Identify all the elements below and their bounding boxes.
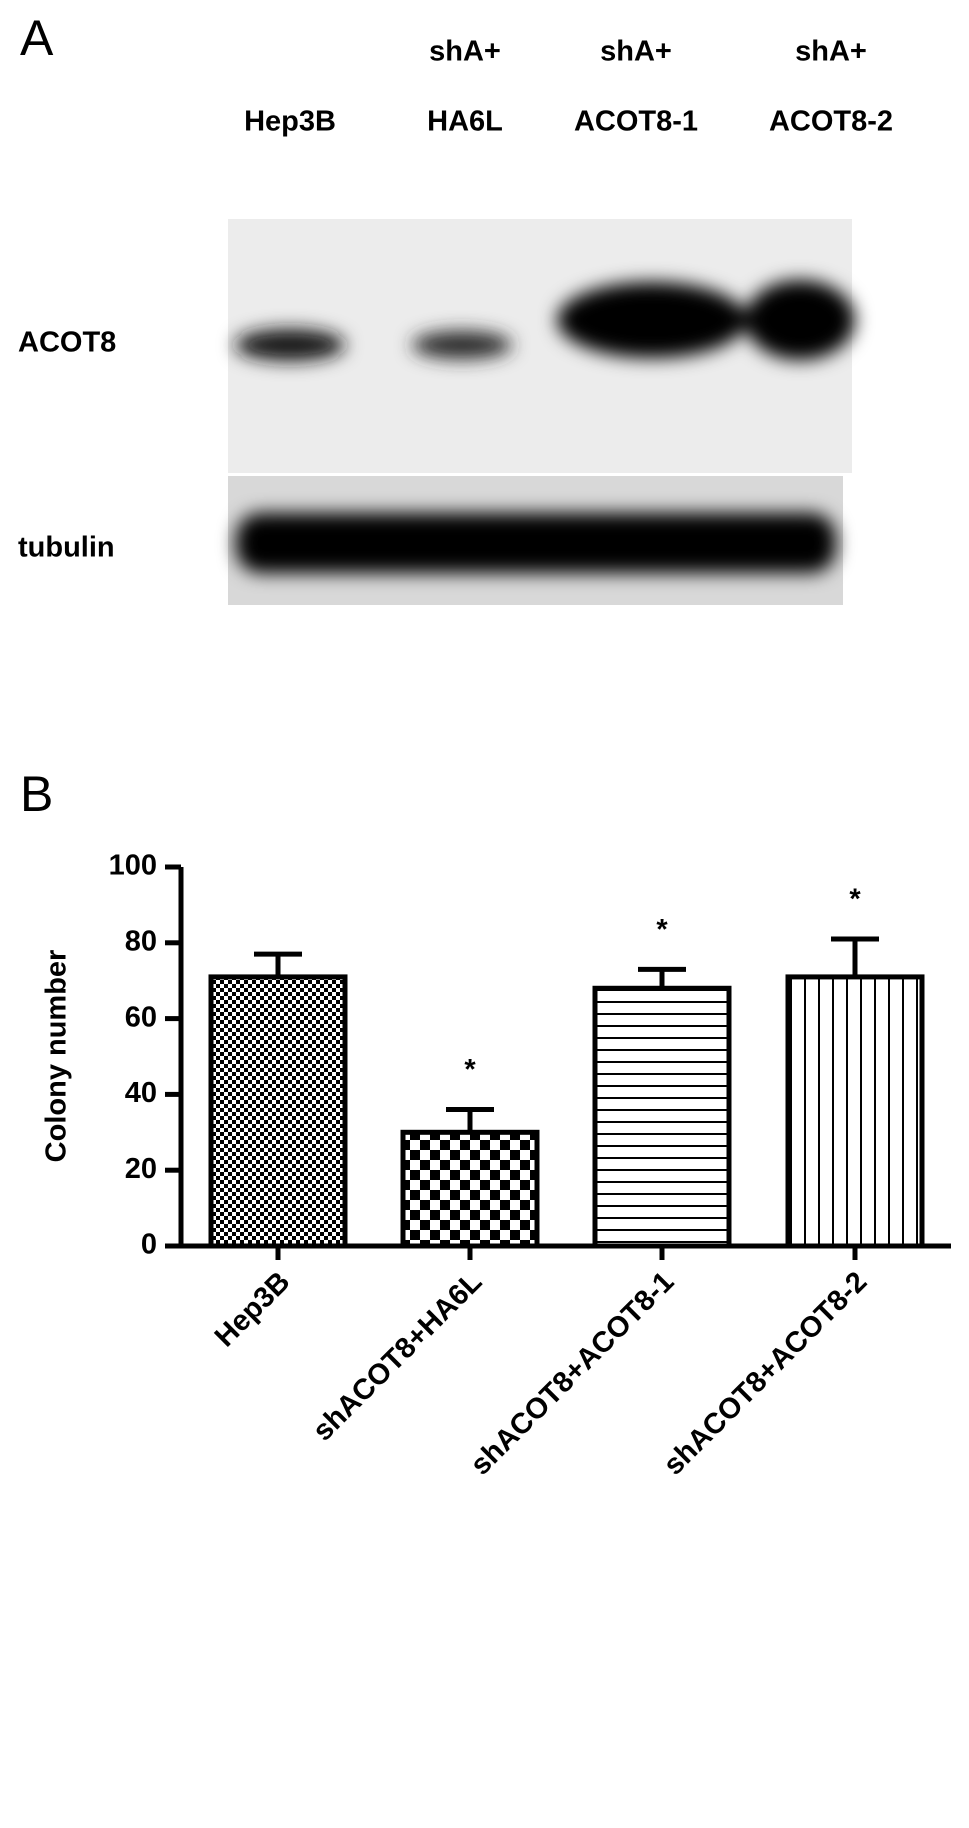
bar	[208, 974, 348, 1249]
lane-label: HA6L	[427, 106, 503, 138]
x-tick-label: shACOT8+HA6L	[307, 1266, 489, 1448]
lane-label: Hep3B	[244, 106, 336, 138]
band	[236, 513, 836, 573]
x-tick-label: Hep3B	[209, 1266, 297, 1354]
significance: *	[849, 884, 861, 916]
row-labels: ACOT8 tubulin	[18, 327, 116, 564]
bar	[400, 1129, 540, 1249]
y-tick-label: 80	[125, 925, 157, 957]
y-tick-label: 60	[125, 1001, 157, 1033]
band	[412, 331, 512, 359]
band	[235, 329, 345, 361]
x-tick-label: shACOT8+ACOT8-2	[658, 1266, 874, 1482]
row-label: tubulin	[18, 532, 115, 564]
lane-label: ACOT8-1	[574, 106, 698, 138]
row-label: ACOT8	[18, 327, 116, 359]
lane-labels: Hep3B shA+ HA6L shA+ ACOT8-1 shA+ ACOT8-2	[244, 36, 893, 138]
acot8-bands	[235, 280, 855, 361]
lane-label: ACOT8-2	[769, 106, 893, 138]
bar	[592, 985, 732, 1249]
lane-label-top: shA+	[600, 36, 672, 68]
y-axis-label: Colony number	[41, 950, 73, 1163]
y-tick-label: 40	[125, 1077, 157, 1109]
panel-label: A	[20, 10, 54, 66]
significance: *	[656, 914, 668, 946]
tubulin-bands	[236, 513, 836, 573]
significance: *	[464, 1054, 476, 1086]
x-tick-label: shACOT8+ACOT8-1	[465, 1266, 681, 1482]
y-tick-label: 0	[141, 1229, 157, 1261]
panel-label: B	[20, 766, 53, 822]
band	[745, 280, 855, 360]
y-tick-label: 100	[109, 850, 157, 882]
y-tick-label: 20	[125, 1153, 157, 1185]
lane-label-top: shA+	[429, 36, 501, 68]
bar	[785, 974, 925, 1249]
band	[557, 282, 747, 358]
lane-label-top: shA+	[795, 36, 867, 68]
